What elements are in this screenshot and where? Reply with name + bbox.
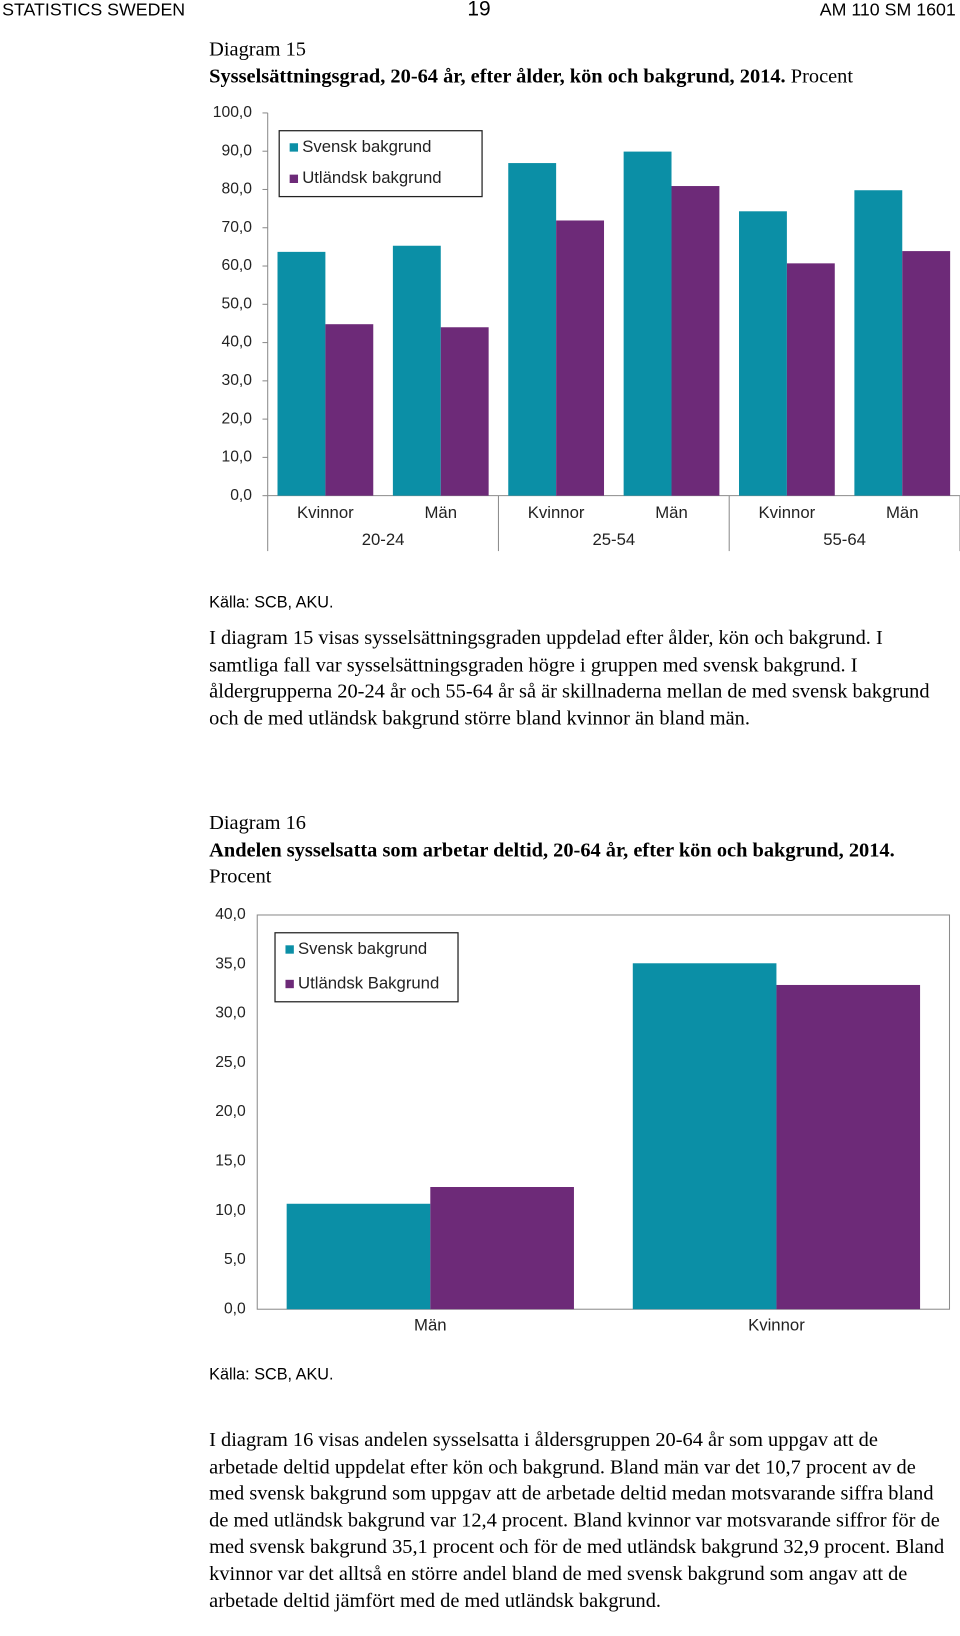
- x-tick-label: Män: [655, 503, 688, 522]
- x-tick-label: Män: [886, 503, 919, 522]
- bar: [325, 324, 374, 496]
- y-tick-label: 20,0: [221, 410, 252, 427]
- legend-label: Utländsk Bakgrund: [298, 973, 439, 992]
- header-right: AM 110 SM 1601: [819, 0, 956, 20]
- chart-title-row: Sysselsättningsgrad, 20-64 år, efter åld…: [209, 63, 951, 90]
- y-tick-label: 10,0: [221, 449, 252, 466]
- bar: [739, 211, 787, 496]
- y-tick-label: 10,0: [215, 1202, 246, 1219]
- legend-label: Utländsk bakgrund: [302, 168, 441, 187]
- bar: [430, 1187, 574, 1310]
- y-tick-label: 5,0: [224, 1251, 246, 1268]
- x-tick-label: Män: [424, 503, 457, 522]
- bar: [286, 1203, 431, 1310]
- bar: [902, 251, 951, 496]
- legend-label: Svensk bakgrund: [302, 137, 431, 156]
- y-tick-label: 0,0: [224, 1300, 246, 1317]
- bar: [632, 963, 777, 1310]
- bar: [671, 186, 720, 496]
- chart-title: Sysselsättningsgrad, 20-64 år, efter åld…: [209, 65, 786, 88]
- y-tick-label: 35,0: [215, 955, 246, 972]
- source: Källa: SCB, AKU.: [209, 593, 334, 612]
- x-tick-label: Kvinnor: [748, 1315, 805, 1334]
- y-tick-label: 70,0: [221, 219, 252, 236]
- x-tick-label: Kvinnor: [528, 503, 585, 522]
- source: Källa: SCB, AKU.: [209, 1365, 334, 1384]
- unit: Procent: [790, 65, 854, 88]
- bar: [556, 220, 605, 496]
- y-tick-label: 80,0: [221, 181, 252, 198]
- y-tick-label: 50,0: [221, 295, 252, 312]
- y-tick-label: 20,0: [215, 1103, 246, 1120]
- bar: [776, 984, 921, 1310]
- unit: Procent: [209, 865, 272, 888]
- caption: Diagram 15 Sysselsättningsgrad, 20-64 år…: [209, 37, 951, 90]
- y-tick-label: 90,0: [221, 142, 252, 159]
- legend-swatch: [289, 174, 299, 183]
- y-tick-label: 0,0: [230, 487, 252, 504]
- y-tick-label: 15,0: [215, 1153, 246, 1170]
- bar: [508, 163, 557, 496]
- group-label: 25-54: [592, 530, 635, 549]
- plot-frame: [256, 914, 951, 1310]
- y-tick-label: 40,0: [221, 334, 252, 351]
- y-tick-label: 30,0: [215, 1005, 246, 1022]
- chart-title-row: Andelen sysselsatta som arbetar deltid, …: [209, 837, 941, 890]
- diagram-label: Diagram 16: [209, 812, 306, 835]
- y-tick-label: 25,0: [215, 1054, 246, 1071]
- bar: [854, 190, 903, 496]
- y-tick-label: 30,0: [221, 372, 252, 389]
- group-label: 55-64: [823, 530, 866, 549]
- bar: [277, 251, 326, 496]
- bar: [623, 151, 672, 496]
- x-tick-label: Kvinnor: [759, 503, 816, 522]
- legend-box: [278, 130, 483, 198]
- legend-swatch: [285, 945, 294, 954]
- x-tick-label: Kvinnor: [297, 503, 354, 522]
- y-tick-label: 40,0: [215, 906, 246, 923]
- paragraph: I diagram 16 visas andelen sysselsatta i…: [209, 1429, 945, 1613]
- legend-swatch: [289, 143, 299, 152]
- y-tick-label: 60,0: [221, 257, 252, 274]
- bar: [392, 245, 441, 496]
- y-tick-label: 100,0: [213, 104, 253, 121]
- page-number: 19: [467, 0, 491, 21]
- legend-swatch: [285, 979, 294, 989]
- group-label: 20-24: [362, 530, 405, 549]
- caption: Diagram 16 Andelen sysselsatta som arbet…: [209, 810, 941, 890]
- bar: [440, 327, 489, 496]
- paragraph: I diagram 15 visas sysselsättningsgraden…: [209, 627, 930, 730]
- legend-box: [274, 932, 459, 1003]
- header-left: STATISTICS SWEDEN: [2, 0, 186, 20]
- chart-title: Andelen sysselsatta som arbetar deltid, …: [209, 839, 895, 862]
- legend-label: Svensk bakgrund: [298, 939, 427, 958]
- bar: [786, 263, 835, 496]
- x-tick-label: Män: [414, 1315, 447, 1334]
- diagram-label: Diagram 15: [209, 38, 306, 61]
